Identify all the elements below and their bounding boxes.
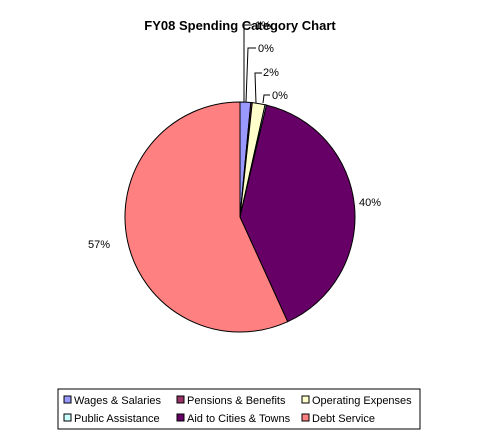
legend-swatch [176, 395, 185, 404]
slice-label: 2% [263, 67, 279, 79]
slice-label: 0% [258, 43, 274, 55]
legend-swatch [63, 413, 72, 422]
leader-line [262, 94, 270, 104]
chart-title: FY08 Spending Category Chart [144, 18, 336, 33]
legend-entry: Operating Expenses [312, 395, 412, 407]
legend-swatch [63, 395, 72, 404]
legend-swatch [301, 395, 310, 404]
legend-entry: Debt Service [312, 413, 375, 425]
slice-label: 40% [359, 197, 381, 209]
pie-slices [124, 101, 356, 333]
legend-entry: Pensions & Benefits [187, 395, 286, 407]
legend-swatch [176, 413, 185, 422]
slice-label: 57% [88, 239, 110, 251]
legend: Wages & Salaries Pensions & Benefits Opera… [57, 388, 421, 430]
legend-box [57, 388, 421, 430]
leader-line [243, 24, 252, 102]
legend-entry: Public Assistance [74, 413, 160, 425]
legend-swatch [301, 413, 310, 422]
leader-line [245, 47, 256, 103]
slice-label: 1% [255, 20, 271, 32]
legend-entry: Wages & Salaries [74, 395, 162, 407]
legend-entry: Aid to Cities & Towns [187, 413, 291, 425]
slice-label: 0% [272, 90, 288, 102]
pie-slice-aid-to-cities-towns [239, 104, 356, 323]
pie-slice-debt-service [124, 101, 289, 333]
leader-line [254, 72, 262, 104]
pie-labels: 1% 0% 2% 0% 40% 57% [88, 20, 381, 251]
